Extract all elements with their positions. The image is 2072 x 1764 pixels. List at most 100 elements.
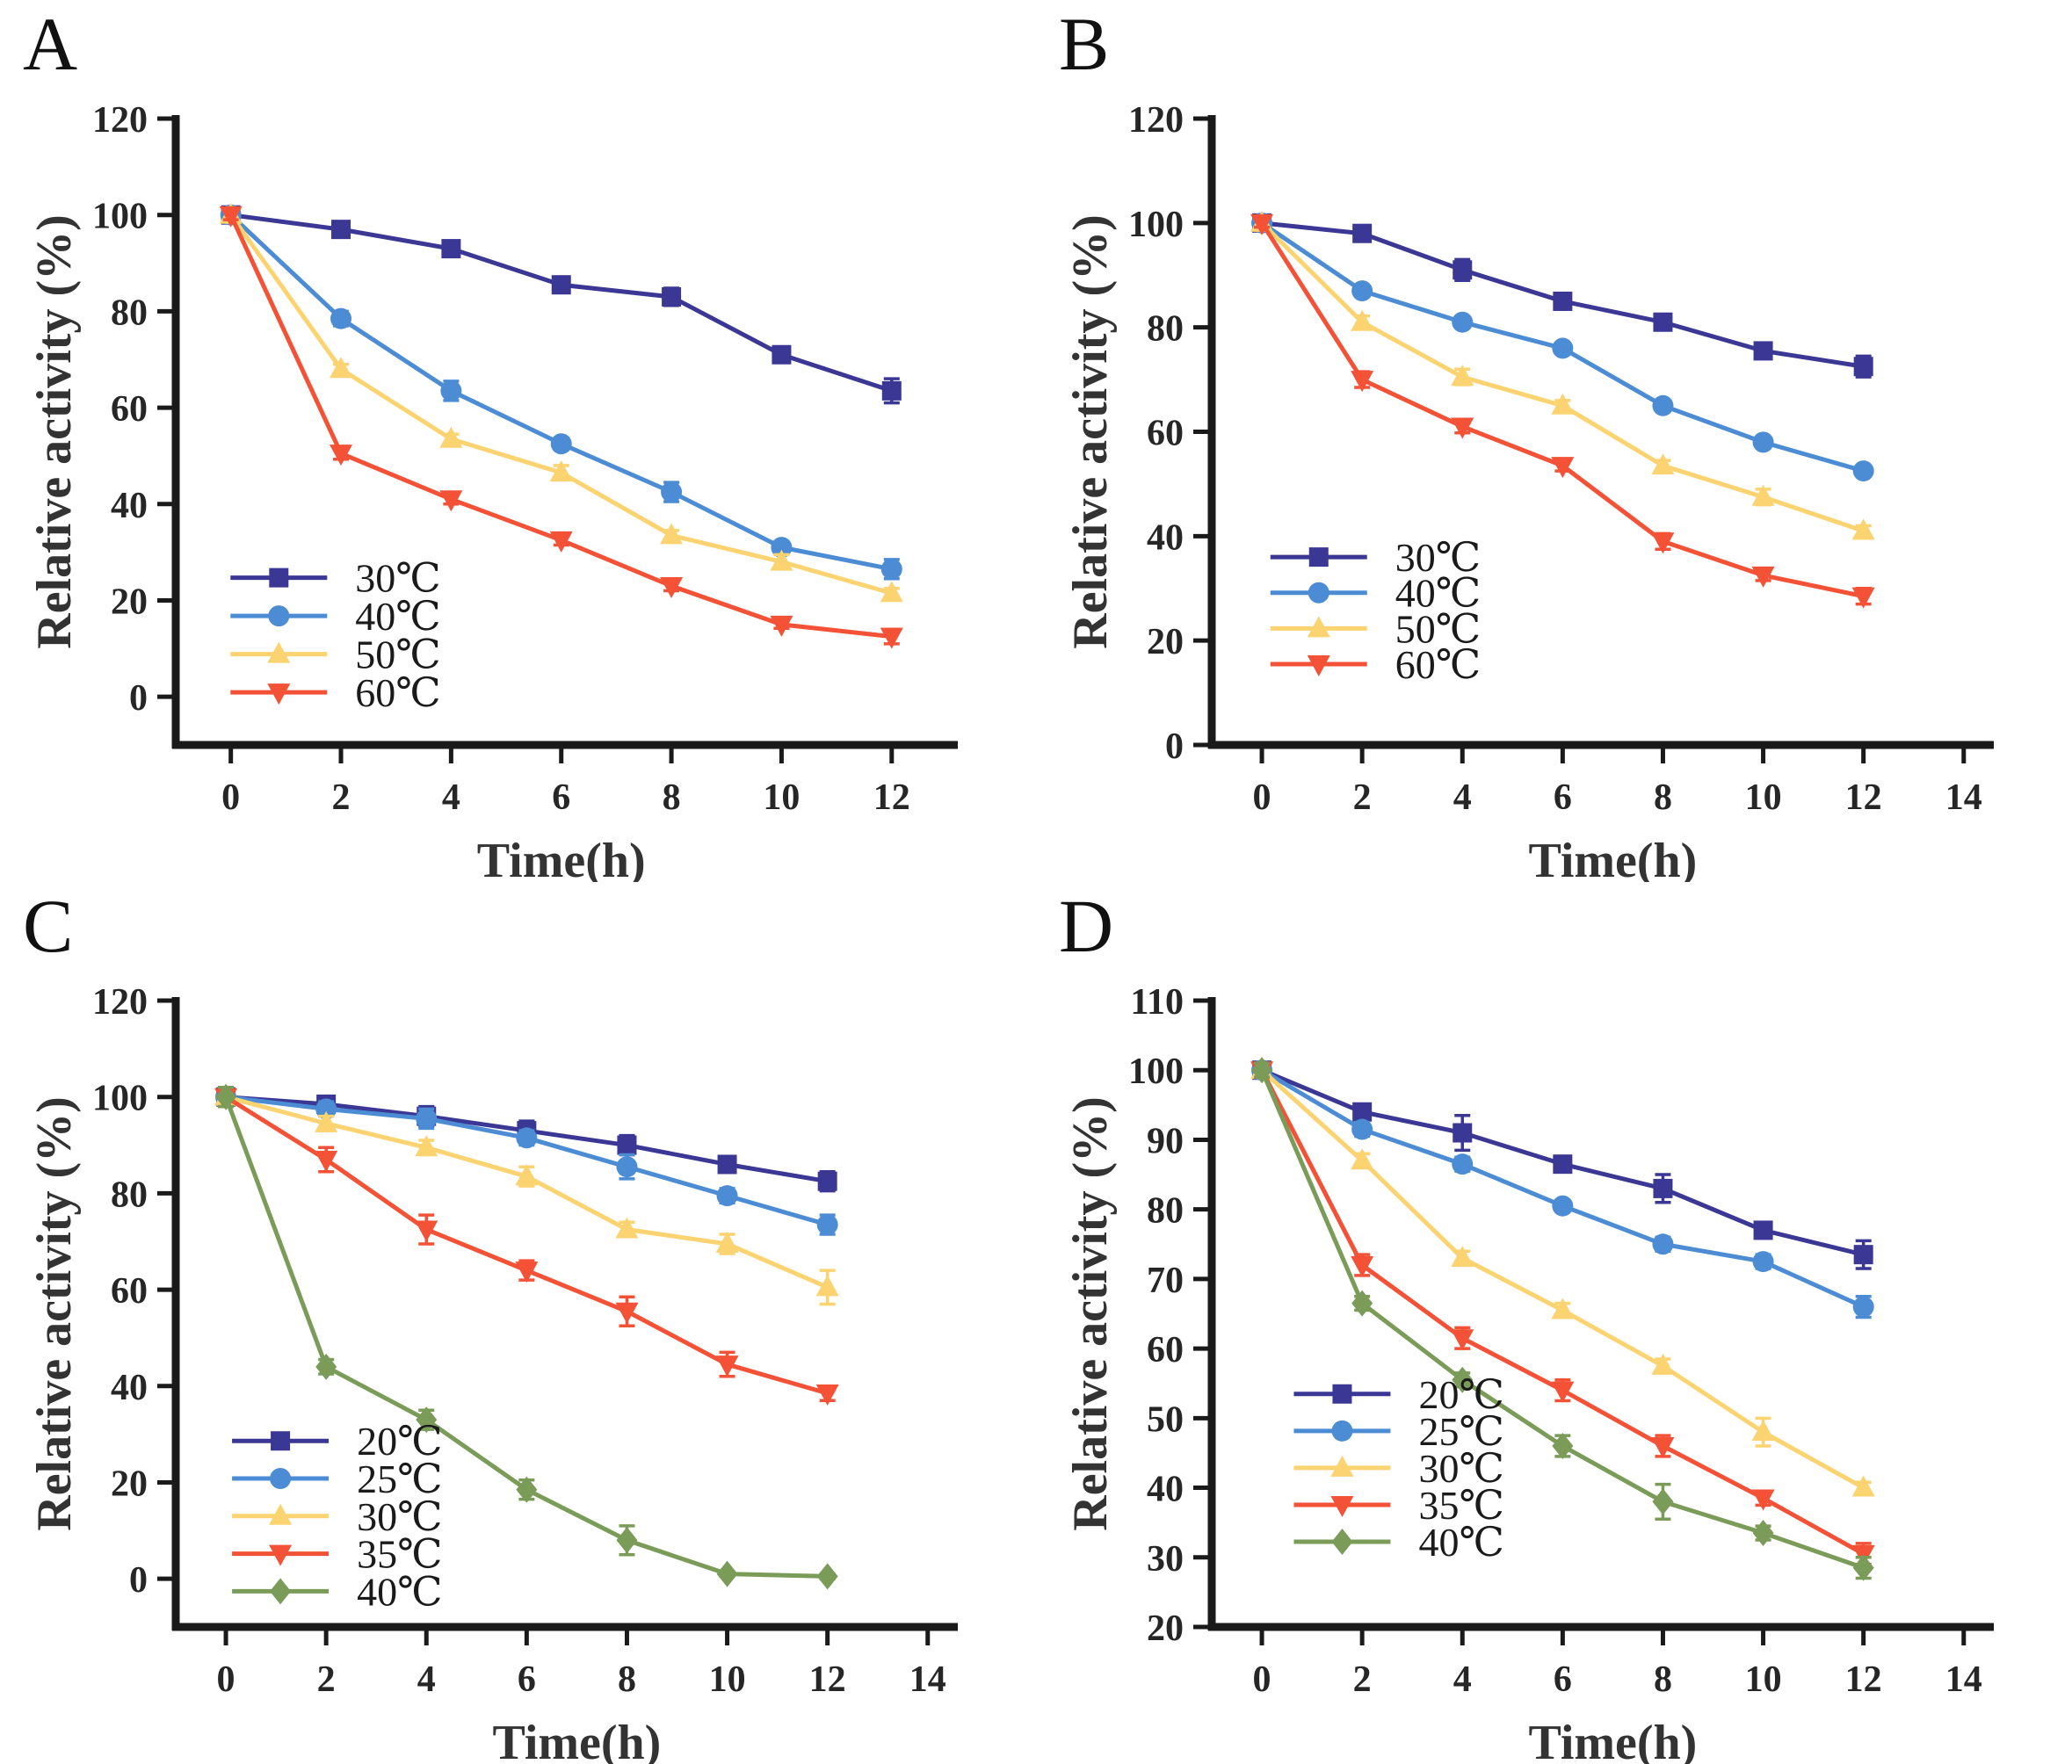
svg-text:40: 40 <box>1147 1470 1184 1510</box>
chart-b-canvas: 0 2 4 6 8 10 12 14 0 20 40 60 80 100 120 Time(h) Relativ… <box>1063 100 1994 882</box>
chart-d-canvas: 0 2 4 6 8 10 12 14 20 30 40 50 60 70 80 90 100 110 Time(h)… <box>1063 982 1994 1764</box>
svg-text:6: 6 <box>1554 777 1572 818</box>
svg-text:35℃: 35℃ <box>357 1532 442 1577</box>
svg-text:35℃: 35℃ <box>1418 1483 1503 1528</box>
svg-text:80: 80 <box>111 293 148 333</box>
svg-text:0: 0 <box>129 1560 148 1601</box>
svg-text:2: 2 <box>317 1659 336 1700</box>
svg-text:10: 10 <box>1745 1659 1782 1700</box>
svg-text:40: 40 <box>111 1368 148 1408</box>
svg-text:40: 40 <box>111 486 148 526</box>
svg-text:80: 80 <box>111 1175 148 1215</box>
panel-c-label: C <box>23 884 74 968</box>
svg-text:Relative activity (%): Relative activity (%) <box>27 1096 82 1530</box>
svg-text:40: 40 <box>1147 517 1184 558</box>
svg-text:60℃: 60℃ <box>355 670 440 715</box>
svg-text:14: 14 <box>1945 1659 1982 1700</box>
svg-text:100: 100 <box>92 1079 148 1119</box>
chart-c-canvas: 0 2 4 6 8 10 12 14 0 20 40 60 80 100 120 Time(h) Relativ… <box>27 982 958 1764</box>
svg-text:40℃: 40℃ <box>1395 571 1481 616</box>
svg-text:Time(h): Time(h) <box>477 834 646 882</box>
svg-text:120: 120 <box>92 982 148 1023</box>
svg-text:25℃: 25℃ <box>357 1457 442 1501</box>
svg-text:8: 8 <box>663 777 681 818</box>
svg-text:6: 6 <box>1554 1659 1572 1700</box>
svg-text:Relative activity (%): Relative activity (%) <box>1063 1096 1118 1530</box>
svg-text:100: 100 <box>1128 205 1184 245</box>
svg-text:70: 70 <box>1147 1261 1184 1301</box>
svg-text:12: 12 <box>809 1659 846 1700</box>
svg-text:50℃: 50℃ <box>1395 606 1481 651</box>
svg-text:Time(h): Time(h) <box>492 1716 661 1764</box>
svg-text:20℃: 20℃ <box>1418 1372 1503 1417</box>
svg-text:0: 0 <box>1165 727 1184 767</box>
svg-text:25℃: 25℃ <box>1418 1409 1503 1454</box>
svg-text:6: 6 <box>552 777 570 818</box>
panel-d: D 0 2 4 6 8 10 12 14 20 30 40 50 60 70 80 90 100 110 Time(… <box>1036 882 2072 1764</box>
svg-text:20℃: 20℃ <box>357 1419 442 1464</box>
svg-text:40℃: 40℃ <box>1418 1520 1503 1565</box>
svg-text:20: 20 <box>111 1464 148 1504</box>
svg-text:30: 30 <box>1147 1539 1184 1580</box>
svg-text:8: 8 <box>618 1659 636 1700</box>
svg-text:8: 8 <box>1654 1659 1672 1700</box>
svg-text:30℃: 30℃ <box>1418 1446 1503 1491</box>
svg-text:14: 14 <box>1945 777 1982 818</box>
chart-a-canvas: 0 2 4 6 8 10 12020406080100120Time(h)Relative … <box>27 100 958 882</box>
svg-text:2: 2 <box>332 777 351 818</box>
svg-text:50: 50 <box>1147 1399 1184 1440</box>
svg-text:0: 0 <box>217 1659 235 1700</box>
svg-text:100: 100 <box>92 197 148 237</box>
svg-text:90: 90 <box>1147 1121 1184 1161</box>
svg-text:60: 60 <box>1147 1330 1184 1370</box>
svg-text:0: 0 <box>1253 1659 1271 1700</box>
svg-text:4: 4 <box>417 1659 436 1700</box>
svg-text:2: 2 <box>1353 1659 1372 1700</box>
svg-text:30℃: 30℃ <box>357 1494 442 1539</box>
svg-text:20: 20 <box>1147 622 1184 662</box>
panel-d-label: D <box>1059 884 1114 968</box>
svg-text:4: 4 <box>1453 777 1472 818</box>
svg-text:8: 8 <box>1654 777 1672 818</box>
svg-text:40℃: 40℃ <box>357 1569 442 1614</box>
svg-text:40℃: 40℃ <box>355 594 440 639</box>
svg-text:Time(h): Time(h) <box>1528 834 1697 882</box>
svg-text:0: 0 <box>1253 777 1271 818</box>
svg-text:20: 20 <box>111 582 148 622</box>
panel-c: C 0 2 4 6 8 10 12 14 0 20 40 60 80 100 120 Time(h) Relat… <box>0 882 1036 1764</box>
svg-text:50℃: 50℃ <box>355 633 440 677</box>
svg-text:10: 10 <box>1745 777 1782 818</box>
panel-b-label: B <box>1059 2 1110 86</box>
svg-text:12: 12 <box>1845 1659 1882 1700</box>
svg-text:10: 10 <box>763 777 800 818</box>
svg-text:30℃: 30℃ <box>355 556 440 601</box>
svg-text:2: 2 <box>1353 777 1372 818</box>
svg-text:60: 60 <box>1147 414 1184 454</box>
svg-text:80: 80 <box>1147 309 1184 350</box>
svg-text:100: 100 <box>1128 1052 1184 1092</box>
svg-text:80: 80 <box>1147 1191 1184 1232</box>
panel-a-label: A <box>23 2 78 86</box>
svg-text:0: 0 <box>221 777 240 818</box>
svg-text:60℃: 60℃ <box>1395 642 1481 687</box>
svg-text:12: 12 <box>873 777 910 818</box>
svg-text:0: 0 <box>129 678 148 719</box>
svg-text:12: 12 <box>1845 777 1882 818</box>
svg-text:120: 120 <box>92 100 148 141</box>
svg-text:20: 20 <box>1147 1609 1184 1649</box>
panel-b: B 0 2 4 6 8 10 12 14 0 20 40 60 80 100 120 Time(h) Relat… <box>1036 0 2072 882</box>
svg-text:60: 60 <box>111 1271 148 1312</box>
svg-text:Relative activity (%): Relative activity (%) <box>27 214 82 648</box>
svg-text:Time(h): Time(h) <box>1528 1716 1697 1764</box>
svg-text:4: 4 <box>1453 1659 1472 1700</box>
svg-text:Relative activity (%): Relative activity (%) <box>1063 214 1118 648</box>
svg-text:60: 60 <box>111 389 148 430</box>
svg-text:14: 14 <box>909 1659 946 1700</box>
svg-text:110: 110 <box>1130 982 1184 1023</box>
svg-text:120: 120 <box>1128 100 1184 141</box>
svg-text:6: 6 <box>518 1659 536 1700</box>
svg-text:10: 10 <box>709 1659 746 1700</box>
svg-text:4: 4 <box>442 777 460 818</box>
panel-a: A 0 2 4 6 8 10 12 0 20 40 60 80 100 120 Time(h) Relativ… <box>0 0 1036 882</box>
